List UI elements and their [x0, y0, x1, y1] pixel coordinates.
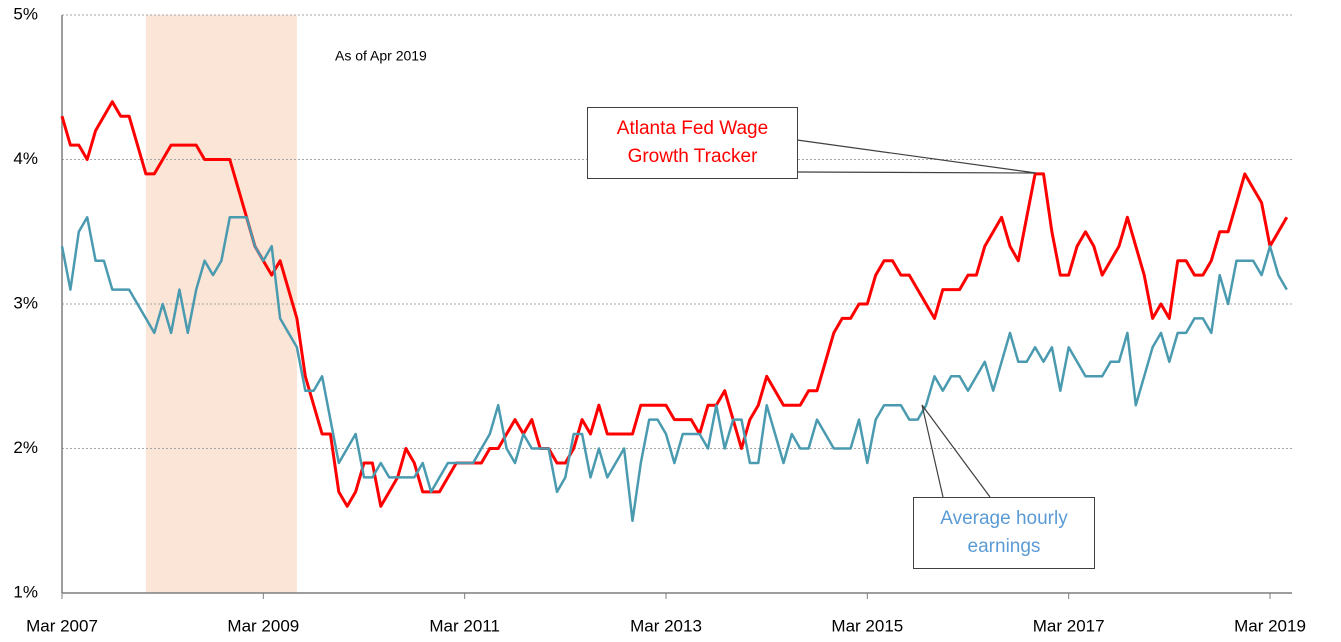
x-tick-label: Mar 2019 [1234, 616, 1306, 635]
x-tick-label: Mar 2013 [630, 616, 702, 635]
x-tick-label: Mar 2007 [26, 616, 98, 635]
x-tick-label: Mar 2017 [1033, 616, 1105, 635]
series-line [60, 100, 1289, 508]
y-tick-label: 1% [13, 582, 38, 601]
series-label: Average hourly earnings [913, 497, 1095, 569]
annotation: As of Apr 2019 [335, 48, 427, 64]
series-line [60, 216, 1288, 523]
callout [921, 404, 991, 498]
callout [796, 139, 1037, 174]
x-tick-label: Mar 2015 [831, 616, 903, 635]
series-label: Atlanta Fed Wage Growth Tracker [587, 107, 798, 179]
y-tick-label: 2% [13, 438, 38, 457]
y-tick-label: 5% [13, 4, 38, 23]
x-tick-label: Mar 2009 [227, 616, 299, 635]
x-tick-label: Mar 2011 [429, 616, 500, 635]
y-tick-label: 3% [13, 293, 38, 312]
y-tick-label: 4% [13, 149, 38, 168]
